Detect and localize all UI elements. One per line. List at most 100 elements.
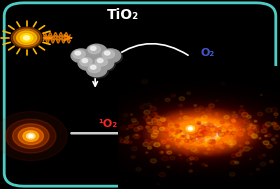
Circle shape xyxy=(199,131,201,132)
Circle shape xyxy=(202,131,206,133)
Circle shape xyxy=(207,131,210,133)
Circle shape xyxy=(75,51,81,55)
Circle shape xyxy=(185,122,190,125)
Circle shape xyxy=(204,132,211,136)
Circle shape xyxy=(265,108,272,112)
Circle shape xyxy=(208,134,211,136)
Circle shape xyxy=(199,106,204,109)
Circle shape xyxy=(207,118,213,122)
Circle shape xyxy=(231,122,234,124)
Circle shape xyxy=(217,141,223,144)
Circle shape xyxy=(208,122,213,125)
Circle shape xyxy=(155,112,158,115)
Circle shape xyxy=(218,132,225,137)
Circle shape xyxy=(218,129,223,132)
Circle shape xyxy=(164,138,170,142)
Circle shape xyxy=(244,135,246,137)
Circle shape xyxy=(232,120,236,123)
Circle shape xyxy=(275,117,277,118)
Circle shape xyxy=(193,129,198,132)
Circle shape xyxy=(150,142,152,144)
Circle shape xyxy=(195,142,201,146)
Circle shape xyxy=(201,128,207,133)
Circle shape xyxy=(152,119,158,122)
Circle shape xyxy=(193,125,198,128)
Circle shape xyxy=(199,130,201,131)
Circle shape xyxy=(215,125,221,129)
Circle shape xyxy=(231,138,233,140)
Circle shape xyxy=(200,130,206,134)
Circle shape xyxy=(199,134,203,137)
Circle shape xyxy=(224,133,227,135)
Circle shape xyxy=(205,145,208,147)
Circle shape xyxy=(199,130,204,134)
Circle shape xyxy=(251,134,258,139)
Circle shape xyxy=(199,130,205,135)
Circle shape xyxy=(231,131,233,132)
Circle shape xyxy=(260,162,266,166)
Circle shape xyxy=(259,138,261,139)
Circle shape xyxy=(232,114,237,118)
Circle shape xyxy=(184,141,189,145)
Circle shape xyxy=(191,128,194,130)
Circle shape xyxy=(157,138,160,140)
Circle shape xyxy=(187,117,193,121)
Circle shape xyxy=(204,131,207,133)
Circle shape xyxy=(168,137,172,140)
Circle shape xyxy=(206,137,211,140)
Circle shape xyxy=(23,131,39,141)
Circle shape xyxy=(159,127,165,131)
Circle shape xyxy=(185,133,191,137)
Circle shape xyxy=(194,150,199,153)
Circle shape xyxy=(227,128,231,130)
Circle shape xyxy=(192,127,197,131)
Circle shape xyxy=(200,130,206,134)
Circle shape xyxy=(186,131,189,133)
Circle shape xyxy=(192,128,197,132)
Circle shape xyxy=(187,119,191,122)
Circle shape xyxy=(188,131,192,134)
Circle shape xyxy=(146,126,149,128)
Circle shape xyxy=(90,46,96,50)
Circle shape xyxy=(226,130,231,133)
Circle shape xyxy=(165,151,169,153)
Circle shape xyxy=(198,136,203,139)
Circle shape xyxy=(162,127,165,129)
Circle shape xyxy=(194,124,197,125)
Circle shape xyxy=(197,132,201,135)
Circle shape xyxy=(156,115,159,117)
Circle shape xyxy=(220,138,226,142)
Circle shape xyxy=(194,132,198,134)
Circle shape xyxy=(29,135,33,137)
Circle shape xyxy=(234,161,236,163)
Circle shape xyxy=(243,119,250,124)
Circle shape xyxy=(154,143,160,147)
Circle shape xyxy=(174,139,176,140)
Circle shape xyxy=(194,138,197,139)
Circle shape xyxy=(248,125,252,128)
Circle shape xyxy=(188,123,191,125)
Circle shape xyxy=(201,132,204,133)
Circle shape xyxy=(187,92,191,94)
Circle shape xyxy=(200,131,204,134)
Circle shape xyxy=(189,124,192,126)
Circle shape xyxy=(199,131,202,132)
Circle shape xyxy=(236,153,242,156)
Circle shape xyxy=(183,130,189,133)
Circle shape xyxy=(243,131,245,132)
Circle shape xyxy=(191,133,195,136)
Circle shape xyxy=(224,124,230,128)
Circle shape xyxy=(200,132,202,133)
Circle shape xyxy=(237,125,241,129)
Circle shape xyxy=(202,132,205,134)
Circle shape xyxy=(124,141,129,143)
Circle shape xyxy=(207,148,210,150)
Circle shape xyxy=(186,147,190,149)
Circle shape xyxy=(211,138,213,139)
Circle shape xyxy=(209,140,216,144)
Circle shape xyxy=(221,137,226,140)
Circle shape xyxy=(201,131,206,134)
Circle shape xyxy=(236,119,242,123)
Circle shape xyxy=(224,124,229,128)
Circle shape xyxy=(182,124,187,128)
